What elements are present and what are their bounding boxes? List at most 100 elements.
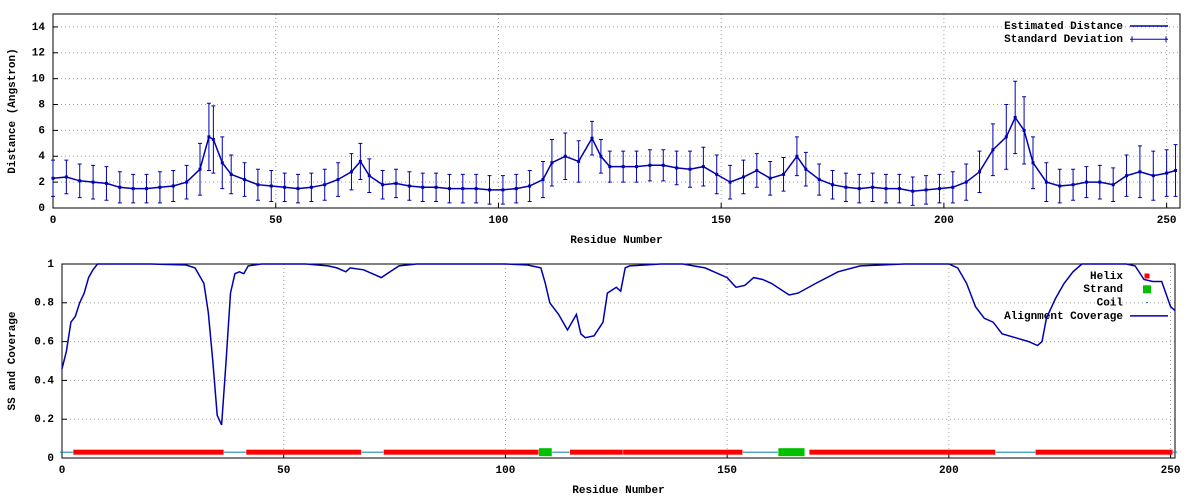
y-tick-label: 12 [32, 48, 45, 60]
point [661, 163, 665, 167]
y-tick-label: 0 [47, 453, 54, 465]
point [421, 185, 425, 189]
point [635, 165, 639, 169]
x-tick-label: 100 [496, 465, 516, 477]
point [309, 185, 313, 189]
x-tick-label: 200 [939, 465, 959, 477]
point [897, 187, 901, 191]
point [937, 187, 941, 191]
point [474, 187, 478, 191]
point [795, 154, 799, 158]
point [755, 168, 759, 172]
point [51, 176, 55, 180]
plot-frame [52, 13, 1181, 209]
point [911, 189, 915, 193]
x-tick-label: 50 [269, 215, 282, 227]
point [590, 136, 594, 140]
point [514, 187, 518, 191]
point [964, 180, 968, 184]
y-tick-label: 0 [38, 203, 45, 215]
x-tick-label: 0 [50, 215, 57, 227]
point [336, 178, 340, 182]
x-axis-label: Residue Number [570, 235, 662, 247]
point [64, 175, 68, 179]
point [131, 187, 135, 191]
point [349, 170, 353, 174]
ss-segment [538, 448, 552, 457]
point [145, 187, 149, 191]
ss-segment [1173, 451, 1177, 453]
point [741, 175, 745, 179]
legend-label: Estimated Distance [1004, 21, 1123, 33]
x-tick-label: 250 [1161, 465, 1181, 477]
ss-segment [246, 449, 362, 455]
legend-swatch [1144, 273, 1150, 279]
point [884, 187, 888, 191]
point [158, 185, 162, 189]
x-tick-label: 200 [934, 215, 954, 227]
point [118, 185, 122, 189]
y-tick-label: 2 [38, 177, 45, 189]
legend-swatch [1146, 302, 1148, 304]
point [229, 172, 233, 176]
point [1111, 183, 1115, 187]
ss-segment [60, 451, 73, 453]
point [1031, 161, 1035, 165]
ss-segment [383, 449, 539, 455]
ss-segment [623, 449, 743, 455]
point [91, 180, 95, 184]
point [1022, 128, 1026, 132]
point [621, 165, 625, 169]
point [1013, 115, 1017, 119]
point [924, 188, 928, 192]
point [871, 185, 875, 189]
point [488, 188, 492, 192]
point [675, 166, 679, 170]
ss-segment [778, 448, 805, 457]
point [951, 185, 955, 189]
point [528, 184, 532, 188]
point [1165, 171, 1169, 175]
point [1004, 135, 1008, 139]
x-tick-label: 50 [277, 465, 290, 477]
y-tick-label: 0.4 [34, 375, 54, 387]
point [541, 178, 545, 182]
point [831, 183, 835, 187]
y-tick-label: 14 [32, 22, 46, 34]
legend-swatch [1143, 285, 1151, 294]
y-tick-label: 8 [38, 99, 45, 111]
point [1151, 174, 1155, 178]
x-axis-label: Residue Number [572, 485, 664, 497]
point [978, 170, 982, 174]
point [991, 148, 995, 152]
ss-segment [809, 449, 996, 455]
point [648, 163, 652, 167]
point [358, 159, 362, 163]
legend-label: Strand [1083, 284, 1123, 296]
point [1098, 180, 1102, 184]
y-tick-label: 1 [47, 259, 54, 271]
ss-segment [995, 451, 1036, 453]
x-tick-label: 0 [59, 465, 66, 477]
point [269, 184, 273, 188]
point [1125, 174, 1129, 178]
ss-segment [569, 449, 623, 455]
y-tick-label: 0.2 [34, 414, 54, 426]
y-tick-label: 0.6 [34, 337, 54, 349]
point [804, 167, 808, 171]
point [563, 154, 567, 158]
point [104, 181, 108, 185]
point [501, 188, 505, 192]
point [296, 187, 300, 191]
point [211, 137, 215, 141]
y-tick-label: 10 [32, 74, 45, 86]
point [185, 180, 189, 184]
point [817, 178, 821, 182]
point [577, 159, 581, 163]
point [171, 184, 175, 188]
y-tick-label: 6 [38, 125, 45, 137]
y-axis-label: Distance (Angstron) [7, 48, 19, 173]
ss-segment [1035, 449, 1173, 455]
point [283, 185, 287, 189]
